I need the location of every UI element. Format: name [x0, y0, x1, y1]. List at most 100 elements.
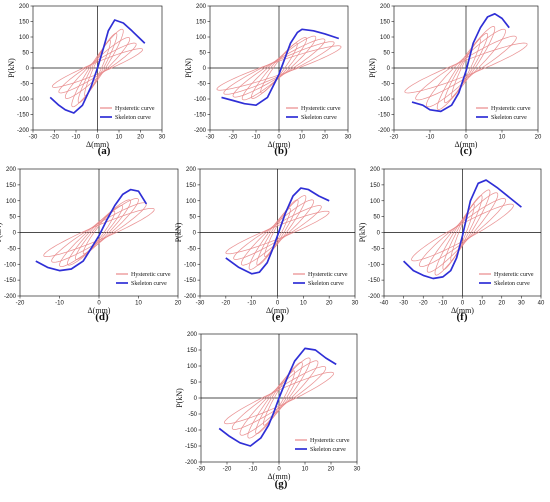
- hysteretic-loop: [241, 35, 317, 101]
- y-tick-label: -150: [368, 278, 381, 284]
- y-tick-label: 150: [19, 20, 30, 26]
- y-tick-label: -200: [368, 294, 381, 300]
- hysteretic-loop: [404, 42, 528, 94]
- y-tick-label: 100: [6, 199, 17, 205]
- hysteretic-loop: [231, 366, 327, 430]
- legend-label-hysteretic: Hysteretic curve: [115, 106, 155, 112]
- y-tick-label: -150: [378, 113, 391, 119]
- hysteretic-loop: [224, 371, 334, 425]
- skeleton-curve: [225, 187, 330, 275]
- x-tick-label: 20: [137, 135, 144, 141]
- y-tick-label: -100: [368, 262, 381, 268]
- y-tick-label: 200: [19, 4, 30, 10]
- y-tick-label: 0: [194, 396, 198, 402]
- skeleton-curve: [411, 12, 510, 113]
- hysteretic-loop: [77, 32, 118, 104]
- panel-caption: (g): [275, 478, 288, 490]
- x-tick-label: 0: [97, 301, 101, 307]
- legend-label-skeleton: Skeleton curve: [301, 115, 337, 121]
- panel-caption: (c): [460, 145, 473, 157]
- legend-label-skeleton: Skeleton curve: [491, 115, 527, 121]
- x-tick-label: 0: [277, 467, 281, 473]
- y-tick-label: -50: [197, 82, 206, 88]
- chart-panel-1: -30 -20 -10 0 10 20 30-200-150-100-50050100150…: [184, 4, 352, 157]
- y-tick-label: -50: [20, 82, 29, 88]
- legend-label-hysteretic: Hysteretic curve: [310, 438, 350, 444]
- y-tick-label: 0: [203, 66, 207, 72]
- y-tick-label: -150: [17, 113, 30, 119]
- y-tick-label: -200: [17, 128, 30, 134]
- y-tick-label: 150: [196, 20, 207, 26]
- x-tick-label: -30: [197, 467, 206, 473]
- hysteretic-loop: [233, 205, 322, 260]
- y-tick-label: -100: [185, 428, 198, 434]
- y-tick-label: -200: [185, 460, 198, 466]
- hysteretic-loop: [418, 198, 507, 267]
- y-tick-label: -100: [17, 97, 30, 103]
- x-tick-label: -30: [399, 301, 408, 307]
- legend-label-hysteretic: Hysteretic curve: [308, 272, 348, 278]
- hysteretic-loop: [67, 199, 131, 266]
- x-tick-label: -30: [196, 301, 205, 307]
- hysteretic-loop: [444, 32, 488, 104]
- y-tick-label: -100: [4, 262, 17, 268]
- x-tick-label: -10: [439, 301, 448, 307]
- chart-panel-0: -30 -20 -10 0 10 20 30-200-150-100-50050100150…: [7, 4, 166, 157]
- hysteretic-loop: [247, 357, 311, 439]
- y-tick-label: 150: [370, 183, 381, 189]
- x-tick-label: -20: [229, 135, 238, 141]
- y-tick-label: -200: [184, 294, 197, 300]
- x-tick-label: -20: [390, 135, 399, 141]
- x-tick-label: -10: [247, 301, 256, 307]
- chart-panel-4: -30 -20 -10 0 10 20 30-200-150-100-50050100150…: [174, 167, 359, 323]
- hysteretic-loop: [426, 28, 506, 108]
- y-tick-label: -150: [4, 278, 17, 284]
- y-axis-label: P(kN): [184, 58, 193, 78]
- hysteretic-loop: [264, 208, 291, 257]
- y-tick-label: 200: [196, 4, 207, 10]
- x-tick-label: 30: [159, 135, 166, 141]
- x-tick-label: 10: [299, 135, 306, 141]
- panel-caption: (d): [95, 311, 109, 323]
- y-tick-label: 50: [189, 215, 196, 221]
- x-tick-label: 30: [352, 301, 359, 307]
- y-axis-label: P(kN): [174, 222, 183, 242]
- hysteretic-loop: [64, 37, 131, 99]
- y-tick-label: -100: [184, 262, 197, 268]
- x-tick-label: 20: [535, 135, 542, 141]
- y-tick-label: 50: [383, 51, 390, 57]
- x-tick-label: -30: [206, 135, 215, 141]
- legend-label-hysteretic: Hysteretic curve: [301, 106, 341, 112]
- legend-label-skeleton: Skeleton curve: [131, 281, 167, 287]
- y-tick-label: -200: [378, 128, 391, 134]
- x-tick-label: 20: [498, 301, 505, 307]
- y-tick-label: 0: [26, 66, 30, 72]
- y-tick-label: -50: [381, 82, 390, 88]
- y-axis-label: P(kN): [368, 58, 377, 78]
- x-tick-label: 20: [175, 301, 182, 307]
- x-tick-label: 40: [538, 301, 545, 307]
- y-axis-label: P(kN): [7, 58, 16, 78]
- panel-caption: (a): [98, 145, 111, 157]
- legend-label-skeleton: Skeleton curve: [308, 281, 344, 287]
- y-tick-label: 100: [19, 35, 30, 41]
- y-axis-label: P(kN): [358, 222, 367, 242]
- x-tick-label: -10: [72, 135, 81, 141]
- x-axis-label: Δ(mm): [86, 140, 109, 149]
- hysteretic-loop: [426, 192, 499, 273]
- x-tick-label: -20: [221, 301, 230, 307]
- chart-panel-5: -40 -30 -20 -10 0 10 20 30 40-200-150-100-500501…: [358, 167, 545, 323]
- y-tick-label: 0: [377, 231, 381, 237]
- y-tick-label: 50: [22, 51, 29, 57]
- x-tick-label: 30: [345, 135, 352, 141]
- x-axis-label: Δ(mm): [451, 306, 474, 315]
- x-tick-label: 10: [479, 301, 486, 307]
- x-tick-label: -10: [55, 301, 64, 307]
- hysteretic-loop: [71, 28, 124, 108]
- y-tick-label: 200: [186, 167, 197, 173]
- hysteretic-loop: [436, 26, 496, 110]
- y-tick-label: -50: [7, 246, 16, 252]
- chart-panel-3: -20 -10 0 10 20-200-150-100-50050100150200Δ(…: [0, 167, 182, 323]
- y-tick-label: 0: [13, 231, 17, 237]
